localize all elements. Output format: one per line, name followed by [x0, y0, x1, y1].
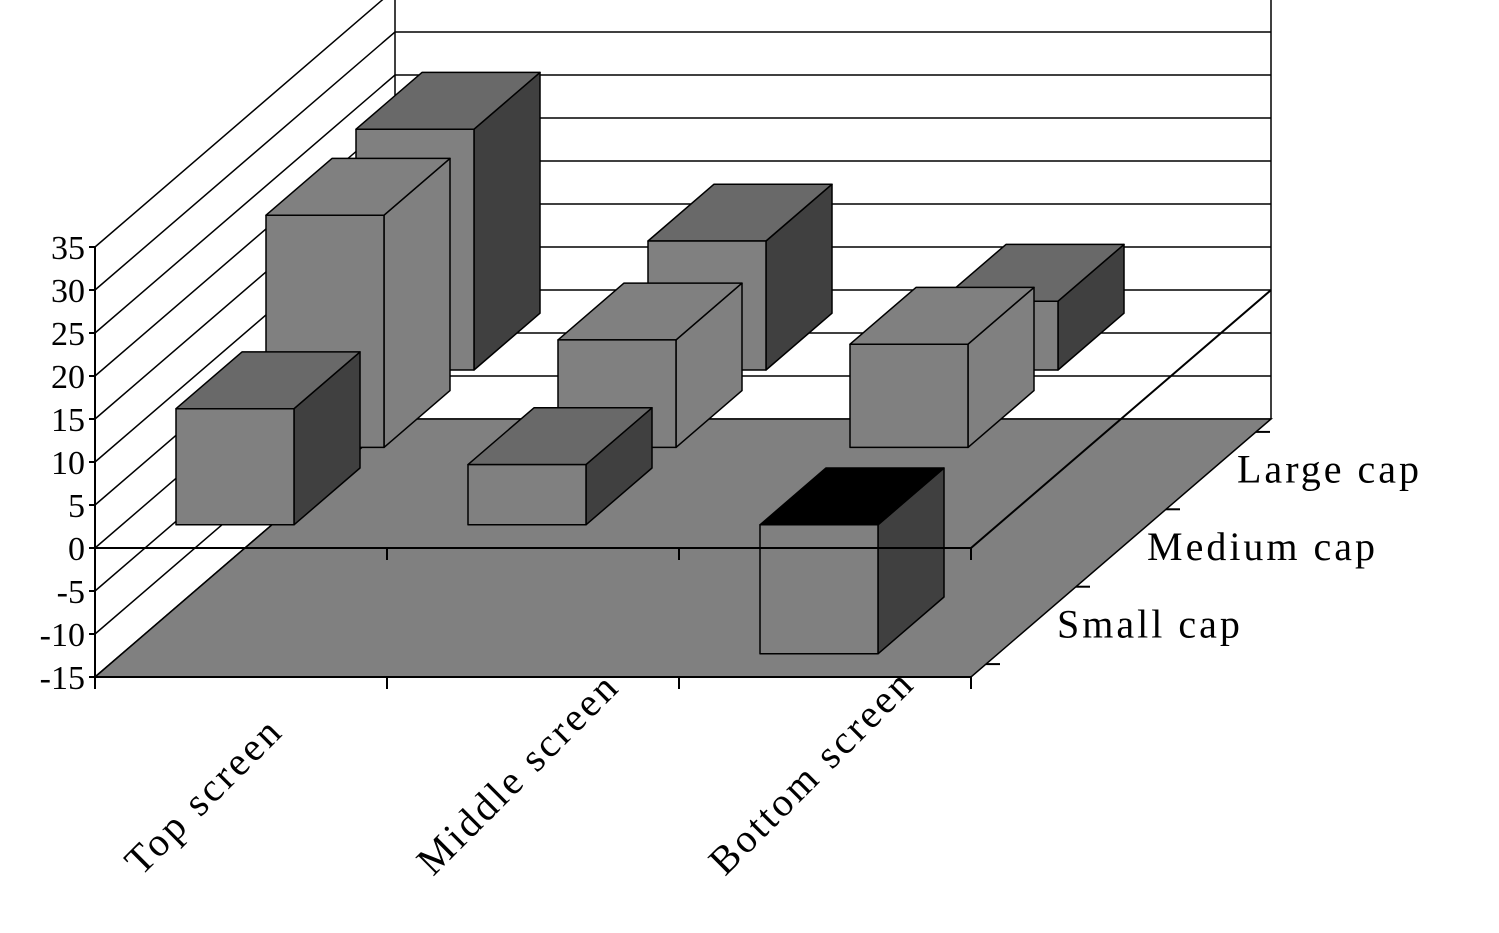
- chart-axes: [89, 246, 1272, 689]
- bar-front-face: [849, 343, 969, 449]
- series-label-medium-cap: Medium cap: [1147, 524, 1378, 569]
- y-tick-label: 30: [51, 273, 85, 310]
- y-tick-label: 20: [51, 359, 85, 396]
- series-label-small-cap: Small cap: [1057, 601, 1243, 646]
- y-tick-label: -15: [40, 660, 85, 697]
- y-tick-label: 35: [51, 230, 85, 267]
- chart-bars: [175, 71, 1125, 655]
- y-tick-label: 10: [51, 445, 85, 482]
- y-tick-label: -10: [40, 617, 85, 654]
- y-tick-label: 0: [68, 531, 85, 568]
- y-tick-label: 25: [51, 316, 85, 353]
- bar-small-cap-bottom-screen: [759, 467, 945, 655]
- y-tick-label: 15: [51, 402, 85, 439]
- bar-front-face: [759, 524, 879, 655]
- category-label-middle-screen: Middle screen: [408, 663, 628, 883]
- category-label-bottom-screen: Bottom screen: [700, 660, 924, 884]
- series-label-large-cap: Large cap: [1237, 447, 1422, 492]
- bar-small-cap-top-screen: [175, 351, 361, 526]
- gridline: [94, 0, 384, 248]
- bar-front-face: [467, 463, 587, 526]
- bar-medium-cap-bottom-screen: [849, 286, 1035, 449]
- bar-small-cap-middle-screen: [467, 407, 653, 526]
- y-tick-label: 5: [68, 488, 85, 525]
- category-label-top-screen: Top screen: [116, 707, 292, 883]
- y-tick-label: -5: [57, 574, 85, 611]
- bar-front-face: [175, 407, 295, 526]
